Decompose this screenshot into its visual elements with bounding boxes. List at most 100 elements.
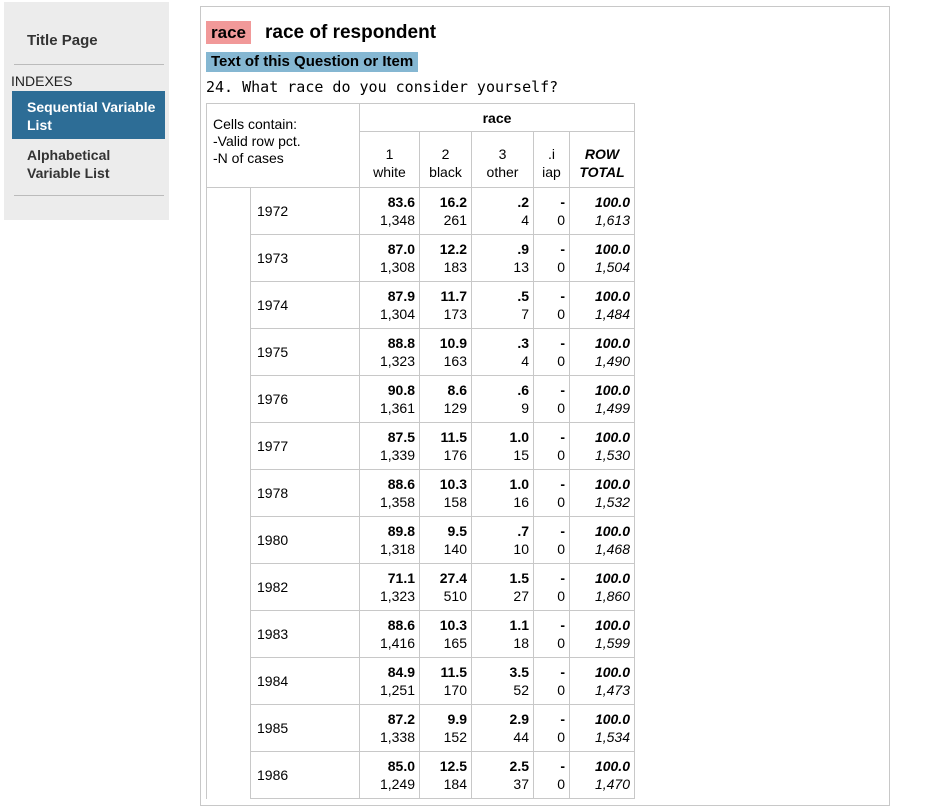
table-row: 1986 85.0 1,249 12.5 184 2.5 37-0 100.0 1,470 bbox=[207, 751, 635, 799]
case-count: 129 bbox=[443, 400, 467, 416]
case-count: 1,323 bbox=[379, 588, 415, 604]
data-cell: 9.5 140 bbox=[419, 516, 472, 564]
sidebar-item-alphabetical-variable-list[interactable]: Alphabetical Variable List bbox=[27, 147, 111, 181]
case-count: 1,251 bbox=[379, 682, 415, 698]
row-percent: 1.1 bbox=[509, 617, 529, 633]
case-count: 0 bbox=[557, 588, 565, 604]
case-count: 1,361 bbox=[379, 400, 415, 416]
row-percent: 100.0 bbox=[594, 335, 630, 351]
legend-line: -Valid row pct. bbox=[213, 133, 301, 149]
row-percent: - bbox=[560, 335, 565, 351]
column-header-iap: .i iap bbox=[533, 131, 570, 188]
row-total-cell: 100.0 1,613 bbox=[569, 187, 635, 235]
data-cell: 1.5 27 bbox=[471, 563, 534, 611]
case-count: 184 bbox=[443, 776, 467, 792]
row-total-cell: 100.0 1,473 bbox=[569, 657, 635, 705]
case-count: 1,470 bbox=[594, 776, 630, 792]
row-percent: 8.6 bbox=[447, 382, 467, 398]
table-row: 1980 89.8 1,318 9.5 140.7 10-0 100.0 1,468 bbox=[207, 516, 635, 564]
data-cell: 12.5 184 bbox=[419, 751, 472, 799]
row-percent: 10.3 bbox=[439, 617, 467, 633]
row-year-label: 1982 bbox=[250, 563, 360, 611]
data-cell: 11.5 170 bbox=[419, 657, 472, 705]
column-header-row: 1 white 2 black 3 other .i iap ROW TOTAL bbox=[207, 131, 635, 188]
column-label: iap bbox=[542, 164, 561, 180]
row-percent: 11.5 bbox=[440, 664, 467, 680]
case-count: 183 bbox=[443, 259, 467, 275]
row-percent: 27.4 bbox=[439, 570, 467, 586]
case-count: 176 bbox=[443, 447, 467, 463]
data-cell: 87.9 1,304 bbox=[359, 281, 420, 329]
case-count: 1,348 bbox=[379, 212, 415, 228]
variable-label: race of respondent bbox=[265, 22, 437, 43]
case-count: 173 bbox=[443, 306, 467, 322]
data-cell: -0 bbox=[533, 375, 570, 423]
data-cell: 2.9 44 bbox=[471, 704, 534, 752]
data-cell: 88.6 1,416 bbox=[359, 610, 420, 658]
data-cell: 10.3 158 bbox=[419, 469, 472, 517]
case-count: 1,484 bbox=[594, 306, 630, 322]
row-percent: - bbox=[560, 570, 565, 586]
case-count: 1,468 bbox=[594, 541, 630, 557]
column-label: black bbox=[429, 164, 462, 180]
column-header-white: 1 white bbox=[359, 131, 420, 188]
row-total-cell: 100.0 1,470 bbox=[569, 751, 635, 799]
case-count: 0 bbox=[557, 682, 565, 698]
data-cell: -0 bbox=[533, 657, 570, 705]
row-percent: 88.8 bbox=[387, 335, 415, 351]
case-count: 1,304 bbox=[379, 306, 415, 322]
case-count: 9 bbox=[521, 400, 529, 416]
column-header-black: 2 black bbox=[419, 131, 472, 188]
row-percent: 87.5 bbox=[387, 429, 415, 445]
row-total-cell: 100.0 1,490 bbox=[569, 328, 635, 376]
case-count: 1,490 bbox=[594, 353, 630, 369]
row-percent: 12.2 bbox=[439, 241, 467, 257]
case-count: 10 bbox=[513, 541, 529, 557]
title-page-link[interactable]: Title Page bbox=[27, 32, 98, 49]
row-percent: - bbox=[560, 241, 565, 257]
table-row: 1976 90.8 1,361 8.6 129.6 9-0 100.0 1,499 bbox=[207, 375, 635, 423]
data-cell: 2.5 37 bbox=[471, 751, 534, 799]
row-percent: .6 bbox=[517, 382, 529, 398]
row-total-cell: 100.0 1,504 bbox=[569, 234, 635, 282]
row-total-cell: 100.0 1,468 bbox=[569, 516, 635, 564]
row-percent: 100.0 bbox=[594, 241, 630, 257]
case-count: 18 bbox=[513, 635, 529, 651]
data-cell: 27.4 510 bbox=[419, 563, 472, 611]
data-cell: 83.6 1,348 bbox=[359, 187, 420, 235]
row-percent: 16.2 bbox=[439, 194, 467, 210]
legend-line: -N of cases bbox=[213, 150, 284, 166]
row-year-label: 1977 bbox=[250, 422, 360, 470]
data-cell: 16.2 261 bbox=[419, 187, 472, 235]
row-percent: 90.8 bbox=[387, 382, 415, 398]
row-percent: .7 bbox=[517, 523, 529, 539]
data-cell: -0 bbox=[533, 751, 570, 799]
row-percent: 2.9 bbox=[509, 711, 529, 727]
row-percent: 1.0 bbox=[509, 429, 529, 445]
data-cell: 71.1 1,323 bbox=[359, 563, 420, 611]
column-variable-header: race bbox=[359, 103, 635, 132]
row-percent: 11.7 bbox=[440, 288, 467, 304]
column-code: 2 bbox=[441, 146, 450, 162]
row-variable-cell bbox=[206, 187, 251, 799]
data-cell: 1.0 15 bbox=[471, 422, 534, 470]
legend-line: Cells contain: bbox=[213, 116, 298, 132]
row-percent: - bbox=[560, 476, 565, 492]
row-total-cell: 100.0 1,484 bbox=[569, 281, 635, 329]
data-cell: -0 bbox=[533, 704, 570, 752]
row-percent: - bbox=[560, 711, 565, 727]
row-percent: 9.5 bbox=[447, 523, 467, 539]
case-count: 1,499 bbox=[594, 400, 630, 416]
case-count: 510 bbox=[443, 588, 467, 604]
data-cell: .2 4 bbox=[471, 187, 534, 235]
row-percent: 100.0 bbox=[594, 617, 630, 633]
variable-name-tag: race bbox=[206, 21, 251, 44]
column-label: TOTAL bbox=[579, 164, 625, 180]
row-percent: 10.9 bbox=[439, 335, 467, 351]
case-count: 1,504 bbox=[594, 259, 630, 275]
sidebar-item-sequential-variable-list[interactable]: Sequential Variable List bbox=[12, 91, 165, 139]
column-code: ROW bbox=[584, 146, 620, 162]
table-row: 1972 83.6 1,348 16.2 261.2 4-0 100.0 1,613 bbox=[206, 187, 635, 799]
row-percent: 11.5 bbox=[440, 429, 467, 445]
case-count: 1,308 bbox=[379, 259, 415, 275]
